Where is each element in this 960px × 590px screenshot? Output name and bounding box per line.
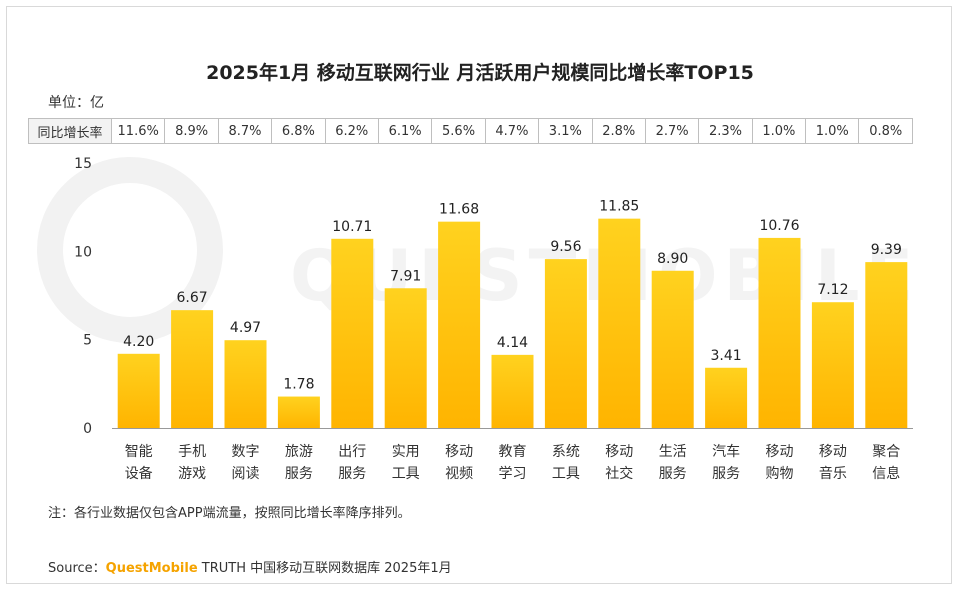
y-tick-label: 10 bbox=[74, 244, 92, 260]
y-tick-label: 15 bbox=[74, 156, 92, 172]
bar bbox=[277, 396, 320, 428]
x-tick-label: 阅读 bbox=[232, 465, 260, 482]
growth-rate-cell: 11.6% bbox=[110, 118, 166, 144]
growth-rate-cell: 5.6% bbox=[431, 118, 486, 144]
x-tick-label: 移动 bbox=[605, 444, 633, 460]
bar bbox=[117, 353, 160, 428]
bar bbox=[811, 302, 854, 428]
x-tick-label: 聚合 bbox=[872, 444, 900, 460]
bar bbox=[865, 262, 908, 428]
bar-value-label: 10.71 bbox=[332, 219, 372, 235]
growth-rate-cell: 6.2% bbox=[324, 118, 379, 144]
bar-value-label: 3.41 bbox=[711, 348, 742, 364]
growth-rate-cell: 2.7% bbox=[644, 118, 700, 144]
bar bbox=[544, 259, 587, 428]
x-tick-label: 出行 bbox=[338, 444, 366, 460]
growth-rate-cell: 2.3% bbox=[698, 118, 753, 144]
growth-rate-cell: 6.1% bbox=[377, 118, 433, 144]
growth-rate-cell: 4.7% bbox=[484, 118, 540, 144]
x-tick-label: 数字 bbox=[232, 444, 260, 460]
chart-title: 2025年1月 移动互联网行业 月活跃用户规模同比增长率TOP15 bbox=[206, 62, 754, 84]
x-tick-label: 设备 bbox=[125, 465, 153, 482]
source-prefix: Source： bbox=[48, 561, 106, 576]
bar-value-label: 7.12 bbox=[817, 282, 848, 298]
x-tick-label: 智能 bbox=[125, 444, 153, 460]
bar-value-label: 11.68 bbox=[439, 202, 479, 218]
bar-value-label: 8.90 bbox=[657, 251, 688, 267]
x-tick-label: 信息 bbox=[872, 465, 900, 482]
x-tick-label: 社交 bbox=[605, 465, 633, 482]
growth-rate-cell: 6.8% bbox=[271, 118, 326, 144]
growth-rate-cell: 8.7% bbox=[217, 118, 273, 144]
x-tick-label: 学习 bbox=[499, 466, 527, 482]
source-line: Source：QuestMobile TRUTH 中国移动互联网数据库 2025… bbox=[48, 557, 452, 576]
x-tick-label: 移动 bbox=[445, 444, 473, 460]
source-brand: QuestMobile bbox=[105, 561, 198, 576]
x-tick-label: 服务 bbox=[338, 466, 366, 482]
growth-rate-cell: 0.8% bbox=[858, 118, 913, 144]
bar bbox=[331, 238, 374, 428]
bar bbox=[171, 310, 214, 428]
x-tick-label: 汽车 bbox=[712, 443, 740, 460]
growth-rate-row: 同比增长率 11.6% 8.9% 8.7% 6.8% 6.2% 6.1% 5.6% 4.7% 3… bbox=[28, 118, 913, 144]
bar-value-label: 9.39 bbox=[871, 242, 902, 258]
footnote: 注：各行业数据仅包含APP端流量，按照同比增长率降序排列。 bbox=[48, 506, 411, 521]
y-tick-label: 0 bbox=[83, 421, 92, 437]
x-tick-label: 视频 bbox=[445, 466, 473, 482]
bar-value-label: 11.85 bbox=[599, 199, 639, 215]
x-tick-label: 购物 bbox=[766, 466, 794, 482]
x-tick-label: 服务 bbox=[285, 466, 313, 482]
source-rest: TRUTH 中国移动互联网数据库 2025年1月 bbox=[201, 561, 452, 576]
x-tick-label: 移动 bbox=[819, 444, 847, 460]
bar bbox=[438, 221, 481, 428]
bar bbox=[491, 354, 534, 428]
growth-rate-cell: 1.0% bbox=[805, 118, 860, 144]
x-tick-label: 服务 bbox=[712, 466, 740, 482]
x-tick-label: 系统 bbox=[552, 444, 580, 460]
x-tick-label: 生活 bbox=[659, 444, 687, 460]
growth-rate-cell: 1.0% bbox=[751, 118, 807, 144]
y-tick-label: 5 bbox=[83, 333, 92, 349]
bar-value-label: 4.14 bbox=[497, 335, 528, 351]
unit-label: 单位：亿 bbox=[48, 95, 104, 111]
x-tick-label: 教育 bbox=[499, 444, 527, 460]
watermark-logo-ring bbox=[37, 157, 223, 343]
bar-value-label: 4.97 bbox=[230, 320, 261, 336]
x-tick-label: 游戏 bbox=[178, 466, 206, 482]
x-tick-label: 工具 bbox=[552, 466, 580, 482]
x-tick-label: 音乐 bbox=[819, 465, 847, 482]
bar-value-label: 6.67 bbox=[177, 290, 208, 306]
bar bbox=[384, 288, 427, 428]
x-tick-label: 手机 bbox=[178, 444, 206, 460]
bar bbox=[598, 218, 641, 428]
growth-rate-table: 同比增长率 11.6% 8.9% 8.7% 6.8% 6.2% 6.1% 5.6% 4.7% 3… bbox=[28, 118, 913, 144]
bar bbox=[224, 340, 267, 428]
bar bbox=[758, 237, 801, 428]
bar-value-label: 9.56 bbox=[550, 239, 581, 255]
bar bbox=[651, 270, 694, 428]
growth-rate-cell: 8.9% bbox=[164, 118, 219, 144]
bar-value-label: 1.78 bbox=[283, 377, 314, 393]
bar-value-label: 7.91 bbox=[390, 268, 421, 284]
bar-value-label: 10.76 bbox=[759, 218, 799, 234]
x-tick-label: 工具 bbox=[392, 466, 420, 482]
x-tick-label: 实用 bbox=[392, 444, 420, 460]
bar bbox=[705, 367, 748, 428]
bar-value-label: 4.20 bbox=[123, 334, 154, 350]
x-tick-label: 移动 bbox=[766, 444, 794, 460]
x-tick-label: 服务 bbox=[659, 466, 687, 482]
growth-rate-cell: 3.1% bbox=[538, 118, 593, 144]
x-tick-label: 旅游 bbox=[285, 444, 313, 460]
